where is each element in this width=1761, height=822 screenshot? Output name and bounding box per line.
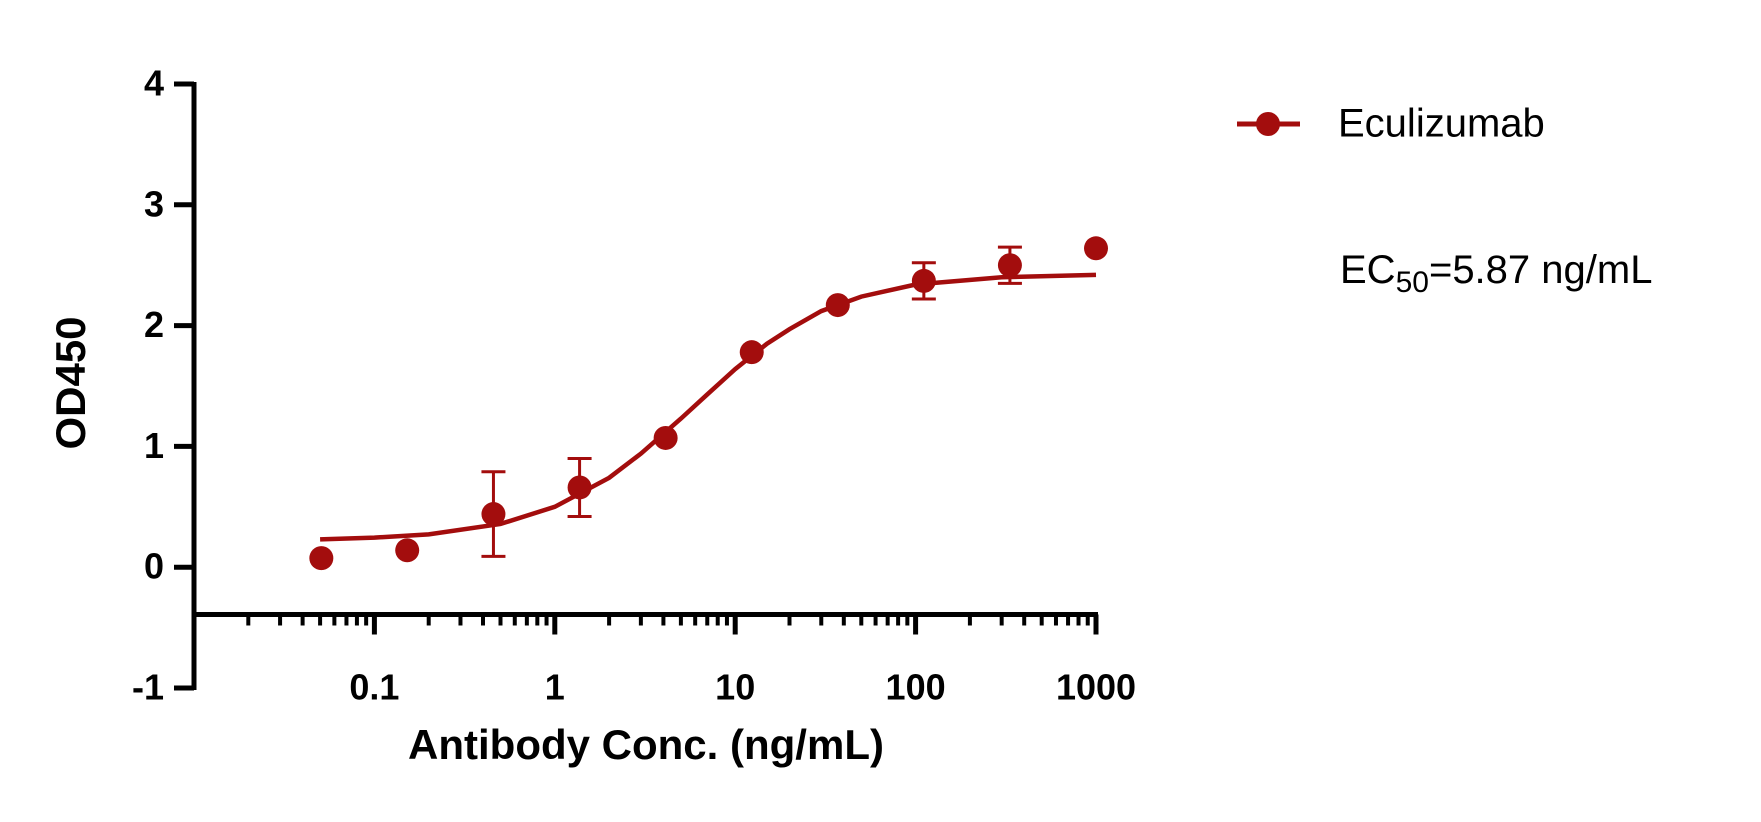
x-tick-label: 1000 xyxy=(1056,667,1136,708)
data-point xyxy=(395,538,420,563)
legend-marker xyxy=(1256,112,1280,136)
annotation-text: EC xyxy=(1340,248,1396,292)
x-tick-label: 100 xyxy=(886,667,946,708)
x-tick-label: 1 xyxy=(545,667,565,708)
x-tick-label: 0.1 xyxy=(349,667,399,708)
x-tick-label: 10 xyxy=(715,667,755,708)
data-point xyxy=(653,425,678,450)
data-point xyxy=(309,546,334,571)
fit-curve xyxy=(320,272,1097,542)
y-tick-label: 0 xyxy=(144,546,164,587)
data-point xyxy=(1084,236,1108,261)
y-tick-label: -1 xyxy=(132,667,164,708)
y-tick-label: 3 xyxy=(144,183,164,224)
y-tick-label: 1 xyxy=(144,425,164,466)
y-axis-title: OD450 xyxy=(47,316,94,449)
y-tick-label: 2 xyxy=(144,304,164,345)
annotation-sub: 50 xyxy=(1396,266,1429,299)
data-point xyxy=(825,293,850,318)
legend-label: Eculizumab xyxy=(1338,102,1545,146)
y-tick-label: 4 xyxy=(144,63,164,104)
data-point xyxy=(911,268,936,293)
data-point xyxy=(481,502,506,527)
ec50-annotation: EC50=5.87 ng/mL xyxy=(1340,248,1652,299)
data-point xyxy=(567,475,592,500)
annotation-rest: =5.87 ng/mL xyxy=(1429,248,1653,292)
x-axis-title: Antibody Conc. (ng/mL) xyxy=(408,721,884,768)
data-point xyxy=(739,340,764,365)
data-point xyxy=(997,253,1022,278)
